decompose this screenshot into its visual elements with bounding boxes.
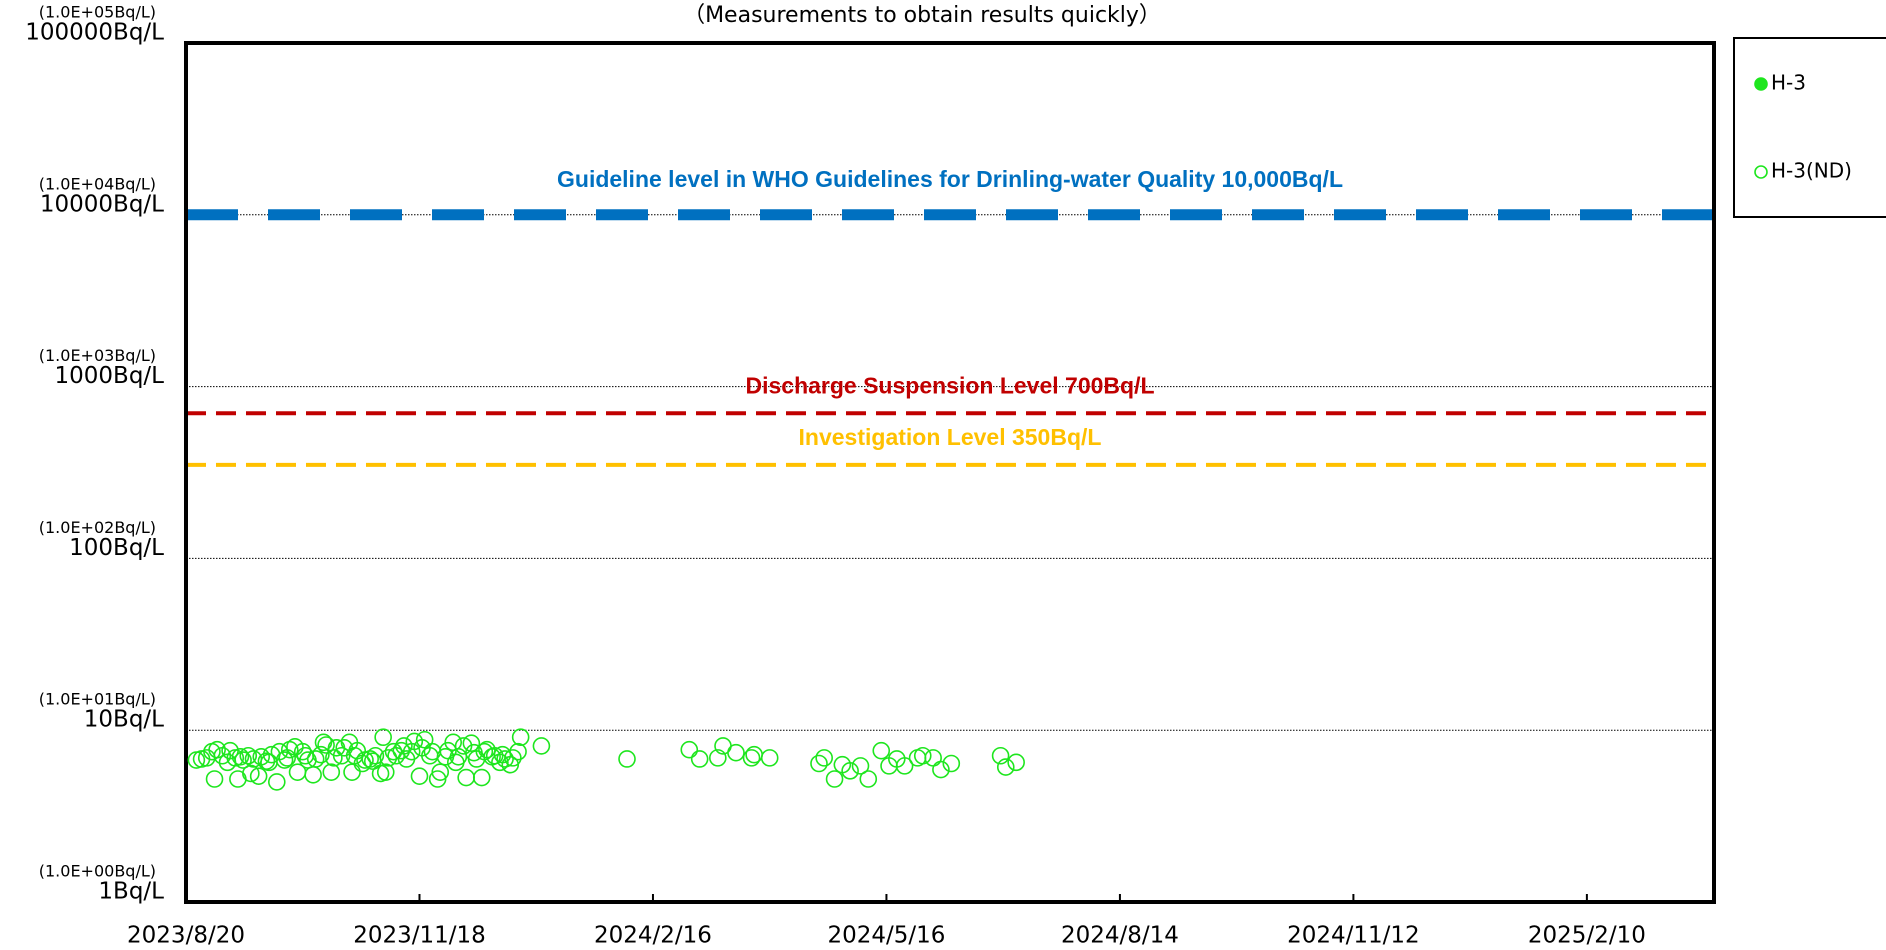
point (242, 764, 260, 783)
point (322, 763, 341, 781)
y-tick-label: 100000Bq/L (25, 20, 164, 46)
point (431, 763, 450, 781)
point (332, 746, 351, 765)
point (709, 749, 727, 767)
point (374, 728, 392, 747)
point (267, 773, 286, 791)
point (317, 736, 335, 754)
point (462, 734, 481, 753)
point (457, 768, 475, 787)
x-tick-label: 2023/8/20 (127, 923, 245, 949)
point (942, 754, 961, 773)
x-tick-label: 2024/5/16 (827, 923, 945, 949)
point (509, 742, 527, 761)
point (810, 754, 828, 773)
point (895, 757, 914, 775)
point (511, 728, 530, 747)
reference-label: Guideline level in WHO Guidelines for Dr… (557, 166, 1343, 192)
point (742, 749, 761, 767)
point (454, 737, 473, 755)
point (306, 750, 325, 768)
legend-label: H-3 (1771, 71, 1806, 95)
point (485, 746, 504, 765)
point (343, 763, 361, 781)
point (913, 746, 932, 765)
y-tick-label: 1000Bq/L (55, 363, 165, 389)
point (304, 766, 322, 784)
point (680, 740, 699, 759)
point (491, 753, 509, 772)
x-tick-label: 2023/11/18 (353, 923, 486, 949)
point (239, 746, 258, 765)
point (366, 746, 385, 765)
point (1007, 753, 1025, 772)
point (618, 750, 636, 768)
y-tick-label: 1Bq/L (98, 879, 164, 905)
y-tick-label: 100Bq/L (69, 535, 164, 561)
point (496, 750, 514, 768)
plot-frame (184, 41, 1716, 904)
point (924, 749, 942, 767)
y-tick-sublabel: (1.0E+03Bq/L) (39, 346, 156, 365)
point (859, 770, 878, 788)
point (472, 768, 491, 787)
point (932, 760, 950, 779)
point (815, 749, 833, 767)
point (825, 770, 844, 788)
y-tick-label: 10000Bq/L (40, 191, 164, 217)
point (234, 751, 252, 769)
point (208, 740, 226, 759)
reference-label: Investigation Level 350Bq/L (799, 424, 1102, 450)
point (532, 737, 551, 755)
legend-marker (1754, 165, 1768, 179)
point (325, 749, 343, 767)
point (872, 741, 891, 760)
point (504, 749, 522, 767)
point (402, 742, 421, 761)
x-tick-label: 2025/2/10 (1528, 923, 1646, 949)
y-tick-sublabel: (1.0E+02Bq/L) (39, 518, 156, 537)
legend-label: H-3(ND) (1771, 159, 1852, 183)
point (851, 757, 870, 775)
y-tick-label: 10Bq/L (84, 707, 164, 733)
point (231, 748, 250, 766)
point (275, 751, 294, 769)
y-tick-sublabel: (1.0E+00Bq/L) (39, 862, 156, 881)
point (249, 767, 268, 785)
legend-box (1733, 37, 1886, 218)
point (410, 767, 429, 785)
y-tick-sublabel: (1.0E+01Bq/L) (39, 690, 156, 709)
point (205, 770, 224, 788)
chart-title: （Measurements to obtain results quickly） (683, 3, 1161, 28)
y-tick-sublabel: (1.0E+04Bq/L) (39, 174, 156, 193)
point (841, 762, 859, 780)
point (727, 743, 745, 762)
point (293, 742, 312, 761)
x-tick-label: 2024/2/16 (594, 923, 712, 949)
point (376, 763, 395, 781)
point (384, 742, 403, 761)
point (760, 749, 779, 767)
x-tick-label: 2024/11/12 (1287, 923, 1420, 949)
y-tick-sublabel: (1.0E+05Bq/L) (39, 3, 156, 22)
point (690, 750, 709, 768)
point (991, 746, 1010, 765)
reference-label: Discharge Suspension Level 700Bq/L (745, 372, 1154, 398)
legend-marker (1754, 77, 1768, 91)
point (996, 758, 1015, 776)
point (312, 745, 330, 764)
point (361, 750, 379, 768)
x-tick-label: 2024/8/14 (1061, 923, 1179, 949)
